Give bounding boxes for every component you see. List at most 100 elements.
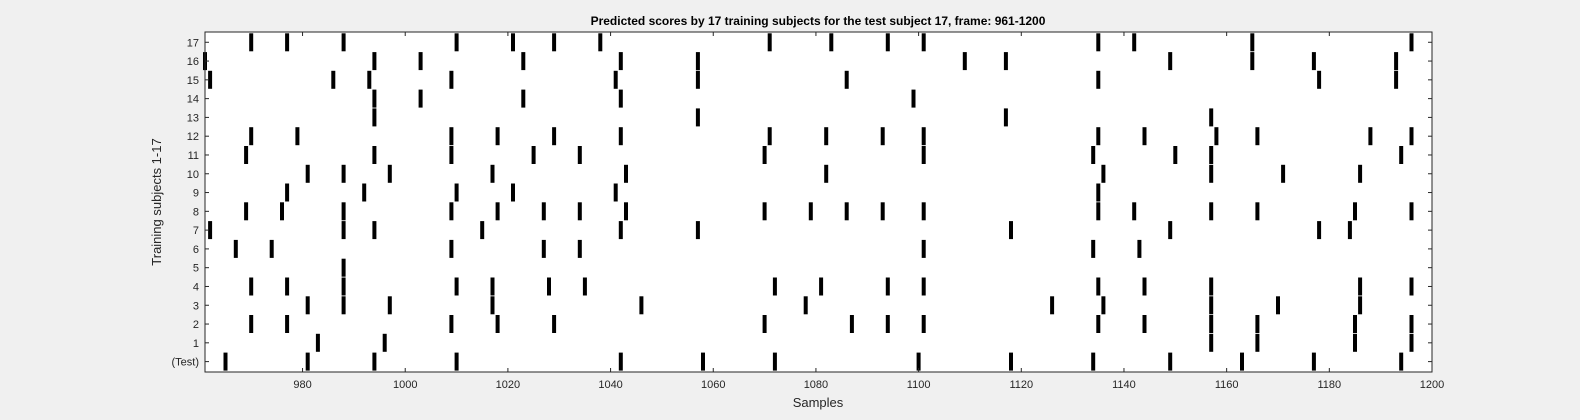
raster-mark-row-13-1 xyxy=(695,108,700,127)
x-tick-label-8: 1140 xyxy=(1112,379,1136,391)
raster-mark-row-10-8 xyxy=(1281,164,1286,183)
raster-mark-row-2-10 xyxy=(1142,315,1147,333)
x-tick-label-11: 1200 xyxy=(1420,379,1444,391)
raster-mark-row-12-1 xyxy=(295,127,300,146)
raster-mark-row-17-9 xyxy=(885,33,890,52)
raster-mark-row-1-3 xyxy=(1255,333,1260,352)
raster-mark-row-8-15 xyxy=(1209,202,1214,221)
raster-mark-row-12-3 xyxy=(495,127,500,146)
raster-mark-row-2-13 xyxy=(1353,315,1357,333)
raster-mark-row-12-13 xyxy=(1255,127,1260,146)
raster-mark-row-17-14 xyxy=(1409,33,1414,52)
raster-mark-row-2-9 xyxy=(1096,315,1101,333)
y-tick-label-16: 16 xyxy=(187,56,199,68)
raster-mark-row-17-8 xyxy=(829,33,834,52)
y-tick-label-13: 13 xyxy=(187,112,199,124)
y-axis-label: Training subjects 1-17 xyxy=(149,138,164,265)
raster-mark-row-8-8 xyxy=(762,202,767,221)
raster-mark-row-8-11 xyxy=(880,202,885,221)
raster-mark-row-3-1 xyxy=(341,296,346,315)
raster-mark-row-11-2 xyxy=(449,146,454,164)
raster-mark-row-4-10 xyxy=(921,277,926,296)
raster-mark-row-4-8 xyxy=(819,277,824,296)
x-tick-label-2: 1020 xyxy=(496,379,520,391)
x-tick-label-7: 1120 xyxy=(1009,379,1033,391)
raster-mark-row-7-7 xyxy=(1168,221,1173,240)
raster-mark-row-8-5 xyxy=(541,202,546,221)
x-axis-label: Samples xyxy=(793,395,844,410)
raster-mark-row-0-4 xyxy=(618,352,623,371)
raster-mark-row-9-5 xyxy=(1096,183,1101,202)
raster-mark-row-7-1 xyxy=(341,221,346,240)
raster-mark-row-8-18 xyxy=(1409,202,1414,221)
raster-mark-row-4-5 xyxy=(547,277,551,296)
raster-mark-row-12-7 xyxy=(824,127,829,146)
raster-mark-row-14-1 xyxy=(418,89,423,108)
raster-mark-row-4-0 xyxy=(249,277,254,296)
raster-mark-row-17-1 xyxy=(285,33,290,52)
chart-title: Predicted scores by 17 training subjects… xyxy=(591,14,1046,28)
raster-mark-row-4-3 xyxy=(454,277,459,296)
raster-mark-row-13-3 xyxy=(1209,108,1214,127)
raster-mark-row-12-4 xyxy=(552,127,557,146)
raster-mark-row-17-4 xyxy=(511,33,515,52)
y-tick-label-15: 15 xyxy=(187,75,199,87)
raster-mark-row-17-13 xyxy=(1250,33,1255,52)
raster-mark-row-15-5 xyxy=(695,70,700,89)
raster-mark-row-11-1 xyxy=(372,146,377,164)
raster-mark-row-12-12 xyxy=(1214,127,1219,146)
raster-mark-row-2-7 xyxy=(885,315,890,333)
raster-mark-row-5-0 xyxy=(341,258,346,277)
x-tick-label-0: 980 xyxy=(293,379,311,391)
y-tick-label-4: 4 xyxy=(193,281,199,293)
raster-mark-row-8-14 xyxy=(1132,202,1137,221)
y-tick-label-2: 2 xyxy=(193,319,199,331)
raster-mark-row-0-12 xyxy=(1311,352,1316,371)
raster-mark-row-2-3 xyxy=(495,315,500,333)
raster-mark-row-11-7 xyxy=(1091,146,1096,164)
raster-mark-row-16-5 xyxy=(695,52,700,71)
raster-mark-row-15-3 xyxy=(449,70,454,89)
raster-mark-row-12-15 xyxy=(1409,127,1414,146)
raster-mark-row-17-0 xyxy=(249,33,254,52)
raster-mark-row-11-4 xyxy=(577,146,582,164)
raster-mark-row-0-6 xyxy=(772,352,777,371)
y-tick-label-5: 5 xyxy=(193,263,199,275)
raster-mark-row-2-11 xyxy=(1209,315,1214,333)
y-tick-label-0: (Test) xyxy=(172,357,200,369)
raster-mark-row-15-4 xyxy=(613,70,618,89)
y-tick-label-7: 7 xyxy=(193,225,199,237)
x-tick-label-5: 1080 xyxy=(804,379,828,391)
raster-mark-row-8-16 xyxy=(1255,202,1260,221)
raster-mark-row-12-11 xyxy=(1142,127,1147,146)
raster-mark-row-6-5 xyxy=(921,239,926,258)
raster-mark-row-3-4 xyxy=(639,296,644,315)
raster-mark-row-12-14 xyxy=(1368,127,1373,146)
raster-mark-row-15-7 xyxy=(1096,70,1101,89)
raster-mark-row-14-2 xyxy=(521,89,526,108)
raster-mark-row-16-4 xyxy=(618,52,623,71)
raster-mark-row-7-4 xyxy=(618,221,623,240)
raster-mark-row-12-8 xyxy=(880,127,885,146)
raster-mark-row-2-14 xyxy=(1409,315,1414,333)
raster-mark-row-9-2 xyxy=(454,183,459,202)
raster-mark-row-10-1 xyxy=(341,164,346,183)
raster-mark-row-3-10 xyxy=(1358,296,1363,315)
raster-mark-row-2-6 xyxy=(849,315,854,333)
raster-mark-row-16-9 xyxy=(1250,52,1255,71)
raster-mark-row-8-1 xyxy=(280,202,284,221)
raster-mark-row-4-1 xyxy=(285,277,290,296)
x-tick-label-4: 1060 xyxy=(701,379,725,391)
raster-mark-row-12-10 xyxy=(1096,127,1101,146)
raster-mark-row-15-1 xyxy=(331,70,336,89)
raster-mark-row-17-12 xyxy=(1132,33,1137,52)
y-tick-label-8: 8 xyxy=(193,206,199,218)
raster-mark-row-8-2 xyxy=(341,202,346,221)
y-tick-label-11: 11 xyxy=(188,150,199,162)
raster-mark-row-6-7 xyxy=(1137,239,1142,258)
raster-mark-row-4-13 xyxy=(1209,277,1214,296)
raster-mark-row-15-9 xyxy=(1394,70,1399,89)
raster-mark-row-4-11 xyxy=(1096,277,1101,296)
raster-mark-row-6-2 xyxy=(449,239,454,258)
